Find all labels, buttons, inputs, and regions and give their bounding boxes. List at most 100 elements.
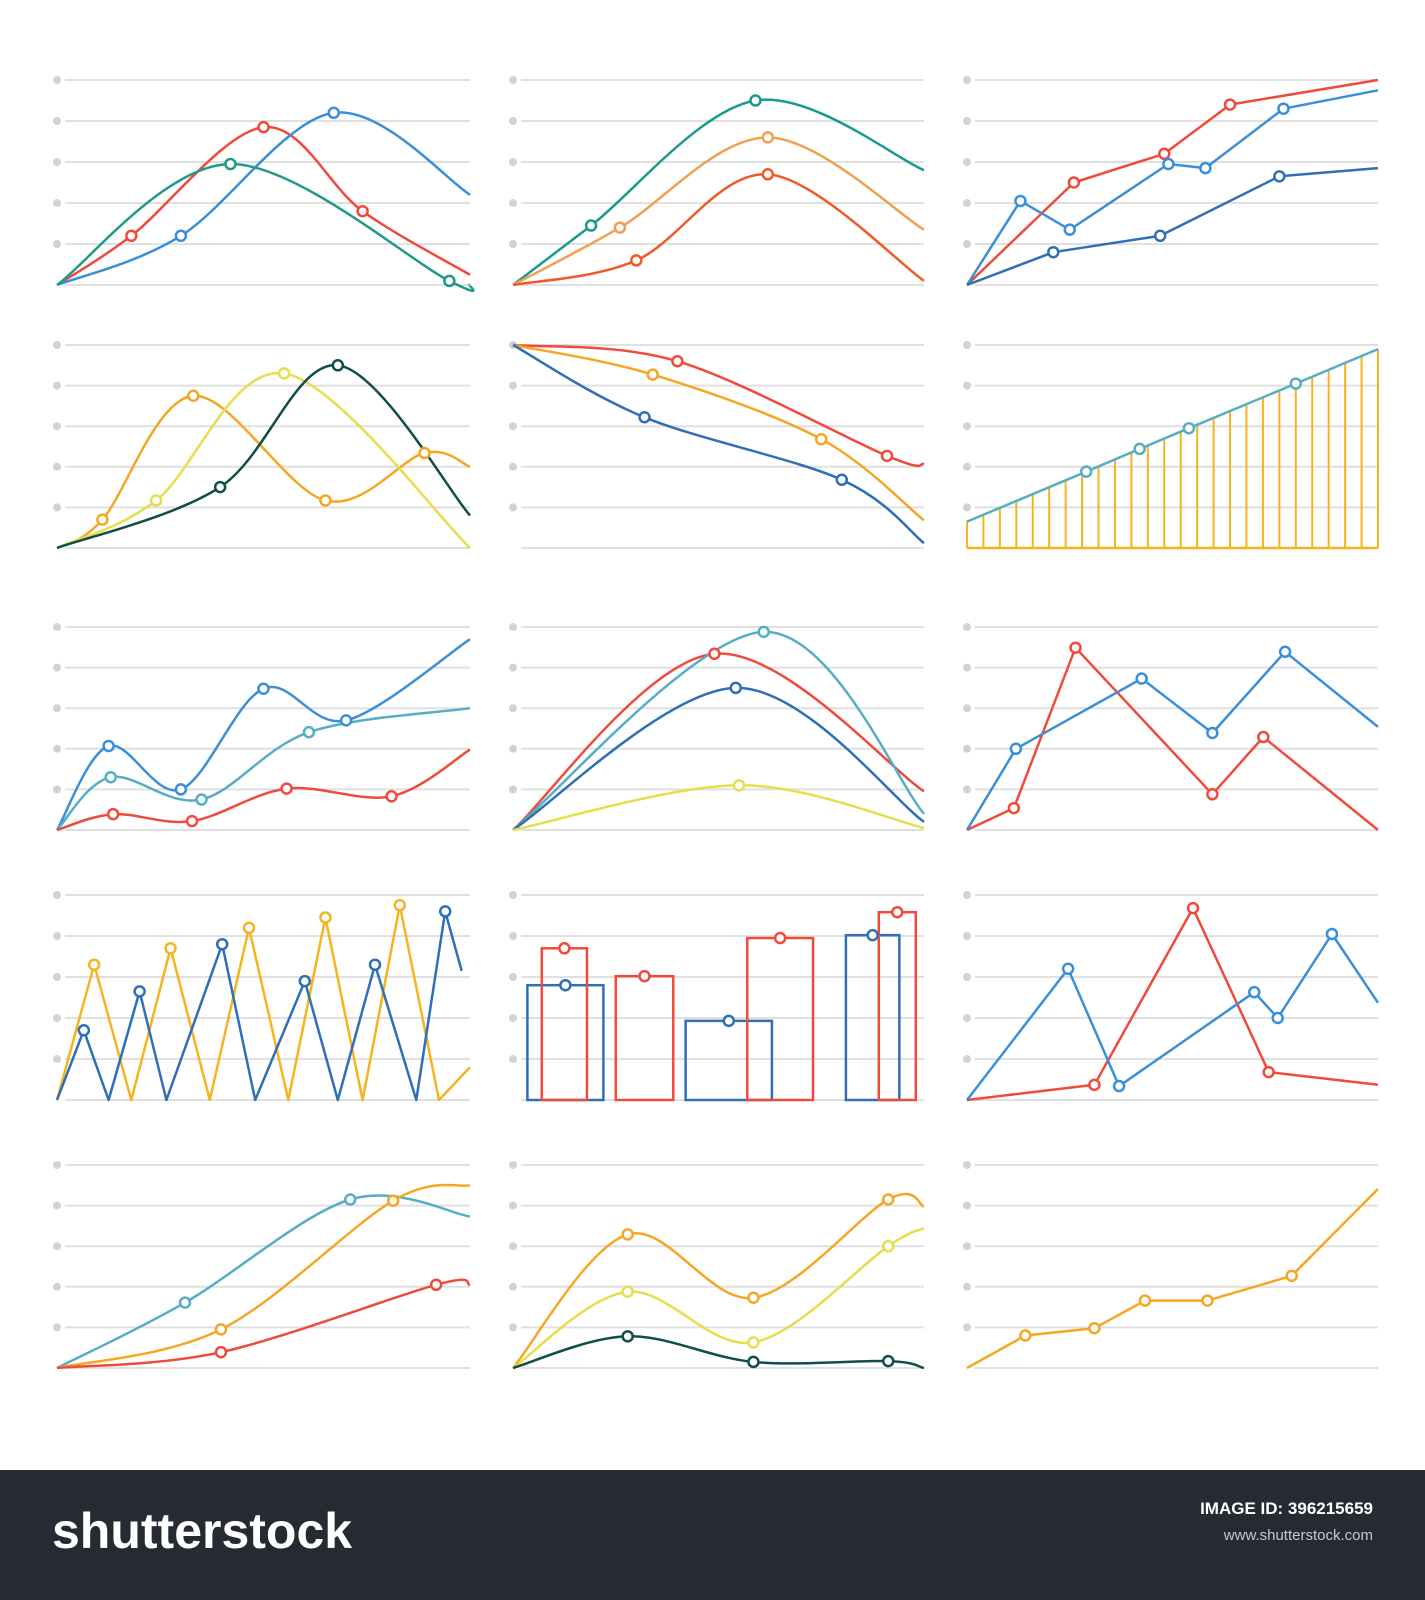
tick-dot [509, 158, 517, 166]
point-marker [747, 1336, 760, 1349]
tick-dot [509, 891, 517, 899]
tick-dot [963, 1014, 971, 1022]
point-marker [1278, 645, 1292, 659]
point-marker [319, 494, 332, 507]
tick-dot [53, 704, 61, 713]
tick-dot [509, 704, 517, 713]
series-line [56, 394, 471, 550]
point-marker [149, 494, 163, 507]
point-marker [1248, 985, 1261, 999]
point-marker [1201, 1294, 1214, 1307]
point-marker [331, 359, 345, 372]
bar [746, 936, 815, 1102]
point-marker [215, 937, 229, 951]
point-marker [881, 1354, 895, 1368]
point-marker [280, 782, 293, 795]
point-marker [638, 411, 651, 424]
tick-dot [53, 663, 61, 672]
tick-dot [53, 240, 61, 248]
tick-dot [53, 1014, 61, 1022]
tick-dot [963, 663, 971, 672]
tick-dot [53, 158, 61, 166]
chart-panel [509, 76, 925, 287]
point-marker [356, 204, 369, 218]
point-marker [891, 905, 904, 919]
tick-dot [53, 623, 61, 631]
point-marker [1019, 1329, 1032, 1342]
tick-dot [509, 76, 517, 84]
point-marker [1285, 1269, 1298, 1283]
point-marker [708, 647, 721, 661]
series-line [512, 784, 925, 832]
tick-dot [509, 623, 517, 631]
point-marker [214, 1345, 228, 1359]
point-marker [761, 168, 775, 181]
chart-panel [53, 623, 471, 832]
point-marker [757, 625, 770, 639]
chart-panel [509, 623, 925, 832]
series-line [56, 364, 471, 550]
point-marker [429, 1278, 443, 1292]
point-marker [319, 911, 332, 924]
point-marker [621, 1330, 634, 1343]
series-line [966, 1188, 1379, 1370]
point-marker [732, 779, 746, 792]
point-marker [1162, 157, 1175, 171]
tick-dot [963, 1161, 971, 1169]
chart-panel [963, 891, 1380, 1102]
point-marker [1007, 801, 1021, 815]
point-marker [1079, 465, 1093, 478]
point-marker [671, 354, 684, 368]
tick-dot [963, 503, 971, 512]
point-marker [747, 1291, 760, 1305]
tick-dot [509, 785, 517, 794]
point-marker [881, 1239, 895, 1253]
tick-dot [53, 422, 61, 431]
point-marker [773, 931, 787, 945]
series-line [56, 111, 471, 287]
point-marker [621, 1285, 634, 1298]
point-marker [195, 793, 208, 806]
series-line [966, 78, 1379, 286]
series-line [56, 706, 471, 831]
logo: shutterstock [52, 1503, 352, 1559]
tick-dot [963, 891, 971, 899]
point-marker [343, 1193, 357, 1206]
tick-dot [509, 422, 517, 431]
tick-dot [963, 240, 971, 248]
series-line [512, 136, 925, 287]
point-marker [257, 682, 270, 695]
point-marker [646, 368, 659, 381]
tick-dot [963, 199, 971, 207]
tick-dot [509, 932, 517, 940]
point-marker [386, 1194, 400, 1207]
series-line [966, 347, 1379, 523]
point-marker [104, 770, 117, 784]
series-line [966, 646, 1379, 832]
tick-dot [963, 623, 971, 631]
tick-dot [509, 503, 517, 512]
tick-dot [509, 1282, 517, 1291]
point-marker [1014, 194, 1027, 208]
series-line [56, 162, 475, 293]
point-marker [559, 978, 572, 992]
point-marker [1199, 161, 1212, 175]
chart-panel [963, 1161, 1379, 1370]
point-marker [106, 807, 120, 821]
point-marker [1277, 102, 1290, 115]
tick-dot [509, 663, 517, 672]
point-marker [125, 229, 138, 243]
point-marker [1153, 229, 1167, 243]
tick-dot [509, 1014, 517, 1022]
tick-dot [963, 381, 971, 390]
tick-dot [963, 973, 971, 981]
point-marker [187, 389, 200, 402]
series-line [512, 173, 925, 287]
chart-panel [963, 76, 1379, 287]
point-marker [1088, 1078, 1101, 1092]
tick-dot [509, 1201, 517, 1210]
tick-dot [53, 341, 61, 349]
tick-dot [963, 341, 971, 349]
point-marker [1206, 726, 1219, 740]
tick-dot [509, 1323, 517, 1332]
